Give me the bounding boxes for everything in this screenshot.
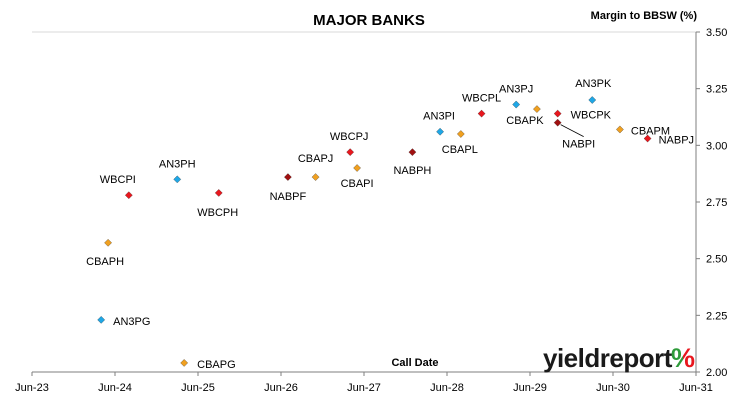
x-tick-label: Jun-25: [181, 382, 215, 394]
y-tick-label: 2.75: [706, 197, 727, 209]
point-label: CBAPK: [506, 115, 544, 127]
y-tick-label: 3.00: [706, 140, 727, 152]
point-label: AN3PJ: [499, 84, 533, 96]
data-point-wbcpk: [553, 109, 562, 118]
point-label: AN3PI: [423, 111, 455, 123]
data-point-wbcpj: [346, 148, 355, 156]
data-point-cbapm: [616, 125, 624, 134]
data-point-wbcpi: [124, 191, 133, 200]
nabpi-leader-line: [560, 124, 584, 138]
point-label: CBAPL: [442, 144, 478, 156]
data-point-cbapk: [533, 105, 541, 113]
data-point-an3ph: [173, 175, 182, 184]
chart-title: MAJOR BANKS: [313, 12, 425, 29]
data-point-cbaph: [104, 238, 112, 247]
data-point-cbapj: [311, 173, 320, 181]
point-label: NABPF: [270, 191, 307, 203]
data-point-an3pk: [588, 96, 597, 104]
x-tick-label: Jun-27: [347, 382, 381, 394]
point-label: AN3PG: [113, 316, 150, 328]
x-tick-label: Jun-26: [264, 382, 298, 394]
point-label: AN3PH: [159, 158, 196, 170]
point-label: NABPJ: [659, 135, 694, 147]
point-label: CBAPG: [197, 359, 236, 371]
point-label: CBAPH: [86, 256, 124, 268]
data-point-cbapg: [180, 359, 189, 367]
point-label: NABPI: [562, 139, 595, 151]
data-point-wbcpl: [477, 109, 486, 118]
point-label: WBCPL: [462, 93, 501, 105]
x-tick-label: Jun-24: [98, 382, 132, 394]
point-label: CBAPM: [631, 125, 670, 137]
logo-wordmark: yieldreport: [543, 343, 673, 373]
x-axis-title: Call Date: [391, 357, 438, 369]
data-point-wbcph: [214, 189, 223, 197]
point-label: WBCPH: [197, 207, 238, 219]
percent-logo-icon: %: [671, 343, 695, 373]
point-label: AN3PK: [575, 78, 612, 90]
point-label: CBAPJ: [298, 153, 333, 165]
point-label: WBCPK: [571, 110, 612, 122]
y-tick-label: 2.50: [706, 254, 727, 266]
point-label: WBCPI: [100, 174, 136, 186]
point-label: NABPH: [393, 165, 431, 177]
y-tick-label: 3.25: [706, 84, 727, 96]
data-point-cbapl: [456, 130, 465, 138]
x-tick-label: Jun-28: [430, 382, 464, 394]
data-point-an3pg: [97, 316, 106, 324]
x-tick-label: Jun-23: [15, 382, 49, 394]
y-tick-label: 2.25: [706, 310, 727, 322]
point-label: CBAPI: [341, 178, 374, 190]
data-point-nabpj: [643, 134, 652, 143]
y-axis-ticks: 2.00 2.25 2.50 2.75 3.00 3.25 3.50: [696, 27, 727, 379]
x-tick-label: Jun-29: [513, 382, 547, 394]
y-tick-label: 2.00: [706, 367, 727, 379]
data-point-nabpi: [553, 118, 562, 127]
data-point-nabph: [408, 148, 417, 156]
y-tick-label: 3.50: [706, 27, 727, 39]
data-point-cbapi: [353, 164, 361, 172]
yieldreport-logo: yieldreport %: [543, 343, 695, 373]
data-point-an3pi: [436, 127, 444, 136]
data-point-nabpf: [284, 173, 292, 181]
y-axis-title: Margin to BBSW (%): [591, 10, 698, 22]
data-point-an3pj: [512, 100, 521, 109]
x-axis-ticks: Jun-23 Jun-24 Jun-25 Jun-26 Jun-27 Jun-28 Jun-…: [15, 372, 713, 394]
point-label: WBCPJ: [330, 131, 369, 143]
x-tick-label: Jun-31: [679, 382, 713, 394]
x-tick-label: Jun-30: [596, 382, 630, 394]
data-points: AN3PG CBAPH WBCPI AN3PH CBAPG WBCPH NABPF CBAPJ…: [86, 78, 694, 371]
